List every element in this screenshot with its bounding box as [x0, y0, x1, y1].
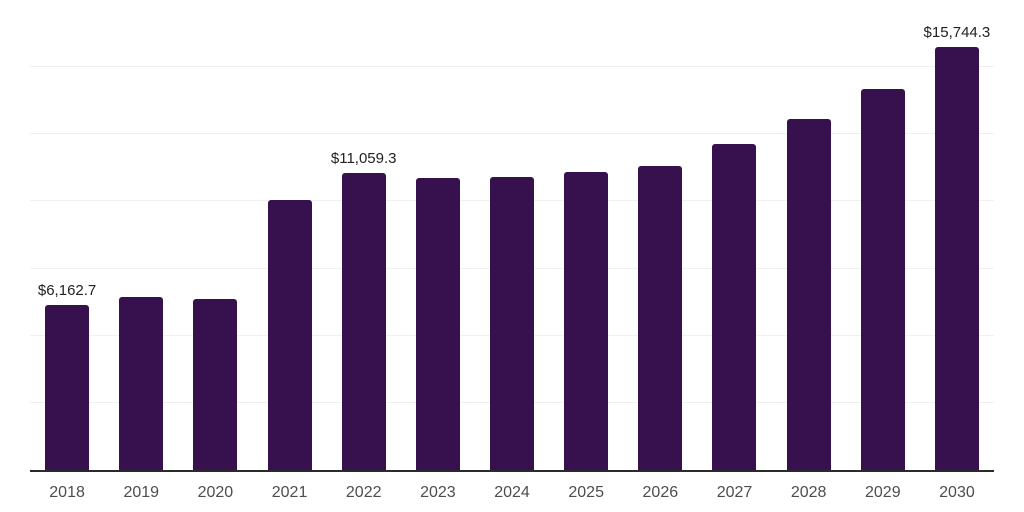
- x-axis-label-2023: 2023: [420, 484, 456, 501]
- plot-area: $6,162.7 $11,059.3 $15,744.3: [30, 0, 994, 472]
- bar-2022: [341, 172, 386, 470]
- x-axis-label-2026: 2026: [642, 484, 679, 501]
- x-axis-label-2020: 2020: [197, 484, 234, 501]
- gridline: [30, 66, 994, 68]
- bar-2029: [860, 88, 905, 470]
- bar-2020: [193, 299, 238, 470]
- gridline: [30, 133, 994, 135]
- x-axis-label-2022: 2022: [345, 484, 382, 501]
- bar-2028: [786, 118, 831, 470]
- bar-value-label-2018: $6,162.7: [37, 281, 97, 299]
- x-axis-label-2028: 2028: [790, 484, 827, 501]
- x-axis-label-2027: 2027: [716, 484, 753, 501]
- bar-value-label-2022: $11,059.3: [330, 149, 397, 167]
- bar-2025: [564, 172, 609, 470]
- x-axis-label-2030: 2030: [939, 484, 975, 501]
- x-axis-label-2024: 2024: [494, 484, 530, 501]
- x-axis-label-2019: 2019: [123, 484, 160, 501]
- x-axis-labels: 2018 2019 2020 2021 2022 2023 2024 2025 2026 2027…: [30, 483, 994, 502]
- x-axis-label-2025: 2025: [568, 484, 604, 501]
- x-axis-label-2018: 2018: [49, 484, 85, 501]
- x-axis-label-2029: 2029: [865, 484, 901, 501]
- bar-2023: [415, 178, 460, 470]
- x-axis-label-2021: 2021: [271, 484, 308, 501]
- bar-2021: [267, 200, 312, 470]
- bar-2026: [638, 166, 683, 470]
- bar-2027: [712, 144, 757, 470]
- bar-2024: [490, 176, 534, 470]
- bar-2019: [119, 297, 164, 470]
- bar-value-label-2030: $15,744.3: [923, 24, 991, 42]
- bar-2030: [934, 47, 979, 470]
- bar-2018: [45, 304, 90, 470]
